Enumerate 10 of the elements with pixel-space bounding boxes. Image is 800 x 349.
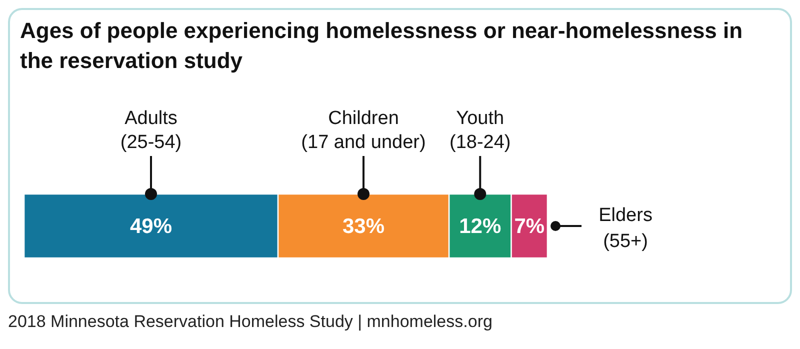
data-label: 33% bbox=[342, 214, 385, 238]
text: Adults (25-54) bbox=[120, 108, 182, 153]
data-label: 12% bbox=[459, 214, 502, 238]
data-label: 49% bbox=[130, 214, 172, 238]
text: 2018 Minnesota Reservation Homeless Study | mnhomeless.org bbox=[8, 312, 494, 332]
text: Elders (55+) bbox=[598, 205, 652, 252]
chart-title: Ages of people experiencing homelessness or near-homelessness in the reservation study bbox=[19, 17, 744, 75]
text: Children (17 and under) bbox=[301, 108, 426, 153]
text: Youth (18-24) bbox=[450, 108, 511, 153]
data-label: 7% bbox=[514, 214, 545, 238]
